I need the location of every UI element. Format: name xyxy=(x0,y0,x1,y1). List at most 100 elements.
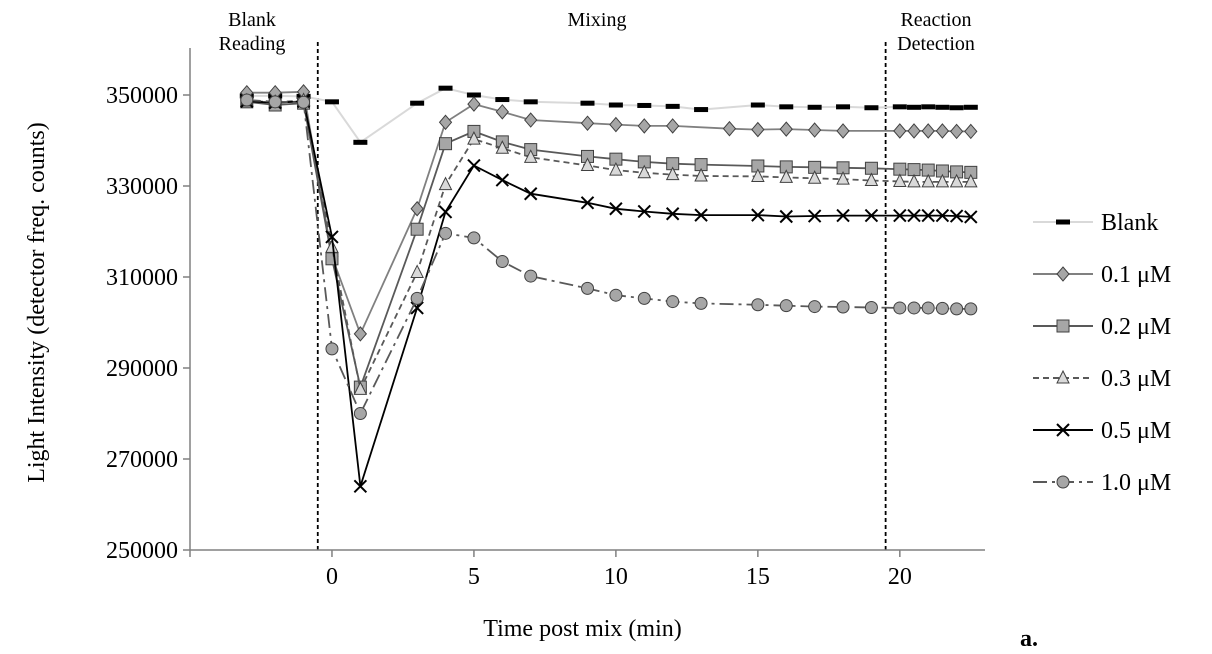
data-point xyxy=(297,95,311,109)
data-point xyxy=(637,291,651,305)
data-point xyxy=(1056,266,1070,282)
data-point xyxy=(353,407,367,420)
x-axis-title: Time post mix (min) xyxy=(483,616,681,642)
legend-entry: 0.2 μM xyxy=(1033,314,1171,340)
legend: Blank 0.1 μM 0.2 μM 0.3 μM 0.5 μM 1.0 μM xyxy=(1033,210,1171,496)
data-point-stroke xyxy=(893,208,907,223)
x-tick-label: 5 xyxy=(468,564,480,590)
data-point xyxy=(779,121,793,137)
data-point xyxy=(893,173,907,187)
data-point xyxy=(779,104,794,110)
data-point-stroke xyxy=(779,209,793,224)
data-point xyxy=(609,202,623,216)
legend-entry: 0.5 μM xyxy=(1033,418,1171,444)
data-point xyxy=(410,222,424,236)
data-point xyxy=(325,239,339,253)
data-point xyxy=(1056,475,1070,489)
data-point-stroke xyxy=(921,208,935,223)
series-line xyxy=(246,90,971,337)
data-point xyxy=(893,301,907,315)
data-point xyxy=(779,299,793,313)
series-2 xyxy=(240,95,978,394)
data-point xyxy=(439,137,453,151)
data-point xyxy=(410,100,425,106)
data-point xyxy=(949,209,964,223)
data-point xyxy=(722,120,737,137)
data-point xyxy=(779,169,794,183)
data-point-stroke xyxy=(1056,423,1070,437)
data-point xyxy=(439,226,453,240)
data-point xyxy=(1056,219,1070,225)
data-point xyxy=(438,114,453,131)
data-point xyxy=(609,161,623,176)
data-point xyxy=(523,99,538,105)
data-point xyxy=(580,196,595,210)
region-label: Blank xyxy=(228,9,276,31)
data-point xyxy=(751,298,765,312)
data-point xyxy=(949,173,964,188)
data-point-stroke xyxy=(410,301,424,315)
data-point xyxy=(438,176,453,191)
region-label: Detection xyxy=(897,33,975,55)
data-point xyxy=(240,93,254,107)
legend-label: 0.3 μM xyxy=(1101,366,1171,392)
data-point xyxy=(410,264,424,278)
data-point xyxy=(836,104,851,110)
data-point xyxy=(438,85,453,91)
data-point xyxy=(609,116,623,133)
data-point-stroke xyxy=(907,208,921,223)
data-point xyxy=(665,207,680,221)
data-point xyxy=(907,301,921,315)
data-point-stroke xyxy=(694,208,708,222)
data-point xyxy=(666,118,680,134)
data-point xyxy=(807,122,822,138)
legend-entry: 0.3 μM xyxy=(1033,366,1171,392)
data-point xyxy=(665,166,680,181)
series-0 xyxy=(239,85,978,145)
data-point xyxy=(907,208,921,223)
data-point xyxy=(807,104,822,110)
legend-label: 0.1 μM xyxy=(1101,262,1171,288)
data-point xyxy=(751,121,765,138)
data-point-stroke xyxy=(964,210,978,224)
data-point xyxy=(807,170,822,184)
data-point xyxy=(665,103,680,109)
data-point xyxy=(580,115,595,131)
data-point xyxy=(410,200,424,217)
data-point xyxy=(893,123,907,139)
data-point xyxy=(921,208,935,223)
data-point xyxy=(637,204,651,219)
legend-entry: Blank xyxy=(1033,210,1158,236)
data-point-stroke xyxy=(467,158,481,173)
data-point xyxy=(609,288,623,302)
y-tick-label: 330000 xyxy=(106,174,178,200)
y-tick-label: 250000 xyxy=(106,538,178,564)
legend-entry: 0.1 μM xyxy=(1033,262,1171,288)
ticks: 250000 270000 290000 310000 330000 350000 0 5 10… xyxy=(106,83,912,590)
data-point xyxy=(808,300,822,314)
data-point xyxy=(524,269,538,283)
data-point xyxy=(864,172,879,187)
data-point xyxy=(864,208,879,223)
data-point xyxy=(921,301,935,315)
data-point xyxy=(907,123,921,139)
data-point xyxy=(949,105,964,111)
data-point xyxy=(467,158,481,173)
data-point xyxy=(524,187,538,201)
data-point xyxy=(1056,319,1070,333)
legend-label: 0.5 μM xyxy=(1101,418,1171,444)
data-point xyxy=(935,123,950,139)
data-point xyxy=(893,208,907,223)
data-point xyxy=(268,95,282,109)
data-point-stroke xyxy=(665,207,680,221)
data-point-stroke xyxy=(609,202,623,216)
x-tick-label: 20 xyxy=(888,564,912,590)
data-point xyxy=(694,107,709,113)
y-tick-label: 270000 xyxy=(106,447,178,473)
legend-label: 0.2 μM xyxy=(1101,314,1171,340)
data-point xyxy=(325,252,339,266)
data-point xyxy=(410,291,424,305)
data-point xyxy=(637,118,651,134)
data-point xyxy=(1056,369,1070,384)
